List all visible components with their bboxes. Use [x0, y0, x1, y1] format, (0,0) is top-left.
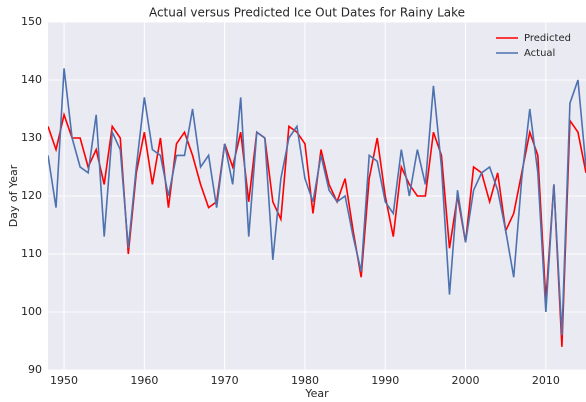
y-tick-label: 120 — [21, 189, 42, 202]
y-axis-label: Day of Year — [7, 164, 20, 227]
x-tick-label: 1980 — [291, 374, 319, 387]
y-tick-label: 150 — [21, 15, 42, 28]
x-tick-label: 2010 — [532, 374, 560, 387]
y-tick-label: 90 — [28, 363, 42, 376]
y-tick-label: 100 — [21, 305, 42, 318]
x-tick-label: 1960 — [130, 374, 158, 387]
legend-label: Predicted — [524, 33, 571, 44]
legend: Predicted Actual — [496, 33, 571, 59]
legend-label: Actual — [524, 48, 555, 59]
y-tick-label: 110 — [21, 247, 42, 260]
y-tick-label: 140 — [21, 73, 42, 86]
data-line — [48, 68, 586, 336]
lines — [48, 68, 586, 347]
x-tick-label: 1990 — [371, 374, 399, 387]
x-axis-label: Year — [304, 387, 329, 400]
y-tick-label: 130 — [21, 131, 42, 144]
x-tick-label: 1950 — [50, 374, 78, 387]
x-tick-label: 1970 — [211, 374, 239, 387]
x-tick-label: 2000 — [452, 374, 480, 387]
chart-title: Actual versus Predicted Ice Out Dates fo… — [149, 6, 465, 20]
